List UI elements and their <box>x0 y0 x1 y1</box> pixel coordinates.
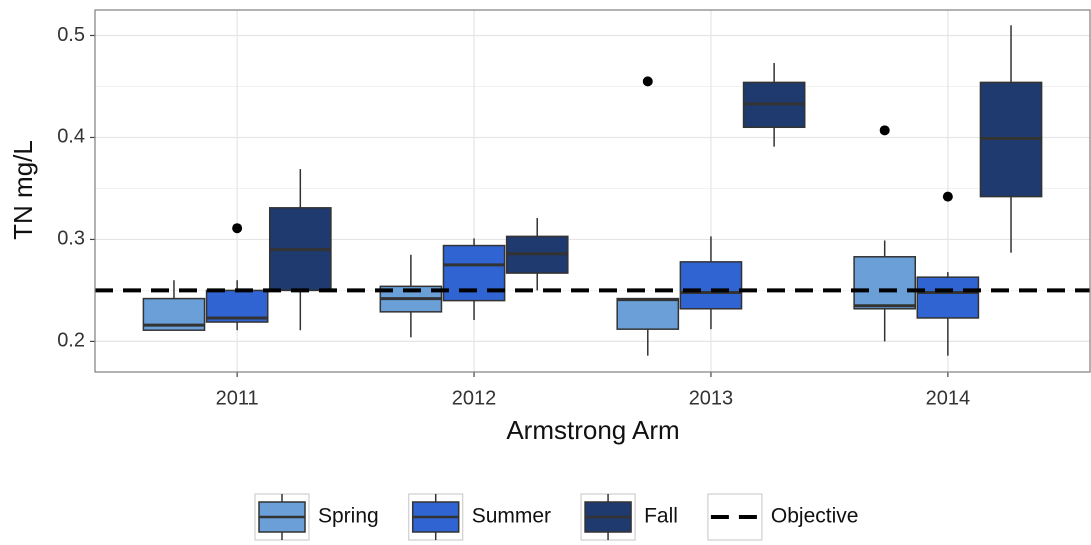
y-tick-label: 0.4 <box>57 126 85 148</box>
outlier <box>642 76 653 87</box>
box <box>616 297 680 330</box>
legend-label: Spring <box>318 505 379 528</box>
legend-label: Fall <box>644 505 678 528</box>
legend-label: Objective <box>771 505 859 528</box>
x-tick-label: 2011 <box>216 387 259 409</box>
x-tick-label: 2014 <box>926 387 971 409</box>
x-tick-label: 2012 <box>452 387 497 409</box>
y-tick-label: 0.2 <box>57 330 85 352</box>
x-tick-label: 2013 <box>689 387 734 409</box>
outlier <box>879 125 890 136</box>
y-tick-label: 0.5 <box>57 24 85 46</box>
box <box>853 256 917 310</box>
y-tick-label: 0.3 <box>57 228 85 250</box>
box <box>916 276 980 319</box>
box <box>679 261 743 310</box>
outlier <box>232 223 243 234</box>
plot-border <box>94 9 1091 373</box>
y-axis-title: TN mg/L <box>8 140 38 240</box>
x-axis-title: Armstrong Arm <box>506 415 679 445</box>
legend-label: Summer <box>472 505 551 528</box>
outlier <box>942 191 953 202</box>
